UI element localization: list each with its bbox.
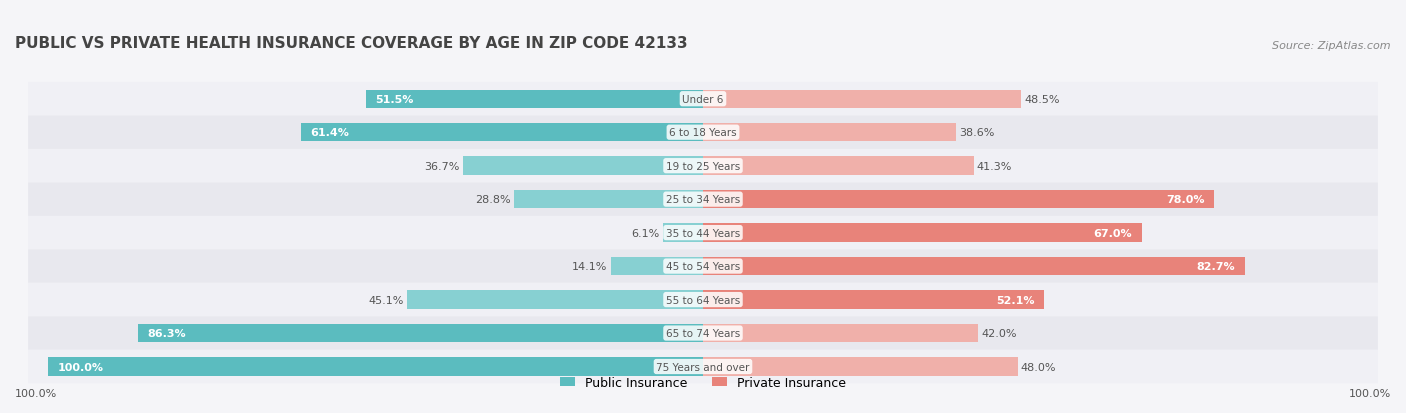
Text: 45 to 54 Years: 45 to 54 Years xyxy=(666,261,740,271)
Text: 36.7%: 36.7% xyxy=(423,161,460,171)
Bar xyxy=(366,90,703,109)
Legend: Public Insurance, Private Insurance: Public Insurance, Private Insurance xyxy=(555,371,851,394)
Text: 41.3%: 41.3% xyxy=(977,161,1012,171)
Bar xyxy=(703,90,1021,109)
Text: 55 to 64 Years: 55 to 64 Years xyxy=(666,295,740,305)
Text: 61.4%: 61.4% xyxy=(311,128,349,138)
Text: 75 Years and over: 75 Years and over xyxy=(657,362,749,372)
Text: 65 to 74 Years: 65 to 74 Years xyxy=(666,328,740,338)
Text: Source: ZipAtlas.com: Source: ZipAtlas.com xyxy=(1272,41,1391,51)
FancyBboxPatch shape xyxy=(28,116,1378,150)
Text: 6.1%: 6.1% xyxy=(631,228,659,238)
Bar xyxy=(703,157,973,176)
FancyBboxPatch shape xyxy=(28,83,1378,116)
Text: 100.0%: 100.0% xyxy=(15,388,58,398)
Bar xyxy=(703,357,1018,376)
Bar xyxy=(703,123,956,142)
Text: 100.0%: 100.0% xyxy=(58,362,104,372)
Text: PUBLIC VS PRIVATE HEALTH INSURANCE COVERAGE BY AGE IN ZIP CODE 42133: PUBLIC VS PRIVATE HEALTH INSURANCE COVER… xyxy=(15,36,688,51)
Text: 35 to 44 Years: 35 to 44 Years xyxy=(666,228,740,238)
Text: 19 to 25 Years: 19 to 25 Years xyxy=(666,161,740,171)
Text: 51.5%: 51.5% xyxy=(375,95,413,104)
Bar xyxy=(664,224,703,242)
Bar xyxy=(48,357,703,376)
Bar xyxy=(515,190,703,209)
Bar xyxy=(408,291,703,309)
FancyBboxPatch shape xyxy=(28,250,1378,283)
Text: 6 to 18 Years: 6 to 18 Years xyxy=(669,128,737,138)
Text: 28.8%: 28.8% xyxy=(475,195,510,204)
Text: 48.0%: 48.0% xyxy=(1021,362,1056,372)
Bar xyxy=(703,291,1045,309)
Text: 42.0%: 42.0% xyxy=(981,328,1017,338)
FancyBboxPatch shape xyxy=(28,316,1378,350)
Bar xyxy=(301,123,703,142)
Bar xyxy=(610,257,703,275)
FancyBboxPatch shape xyxy=(28,150,1378,183)
FancyBboxPatch shape xyxy=(28,350,1378,383)
Text: 82.7%: 82.7% xyxy=(1197,261,1234,271)
Text: Under 6: Under 6 xyxy=(682,95,724,104)
FancyBboxPatch shape xyxy=(28,183,1378,216)
Text: 14.1%: 14.1% xyxy=(572,261,607,271)
Text: 48.5%: 48.5% xyxy=(1024,95,1060,104)
FancyBboxPatch shape xyxy=(28,216,1378,250)
Text: 100.0%: 100.0% xyxy=(1348,388,1391,398)
Text: 67.0%: 67.0% xyxy=(1094,228,1132,238)
FancyBboxPatch shape xyxy=(28,283,1378,316)
Bar xyxy=(138,324,703,342)
Text: 52.1%: 52.1% xyxy=(995,295,1035,305)
Bar xyxy=(703,324,979,342)
Text: 25 to 34 Years: 25 to 34 Years xyxy=(666,195,740,204)
Text: 86.3%: 86.3% xyxy=(148,328,186,338)
Text: 78.0%: 78.0% xyxy=(1166,195,1205,204)
Text: 45.1%: 45.1% xyxy=(368,295,404,305)
Bar xyxy=(703,257,1244,275)
Text: 38.6%: 38.6% xyxy=(959,128,994,138)
Bar xyxy=(703,224,1142,242)
Bar xyxy=(703,190,1215,209)
Bar xyxy=(463,157,703,176)
